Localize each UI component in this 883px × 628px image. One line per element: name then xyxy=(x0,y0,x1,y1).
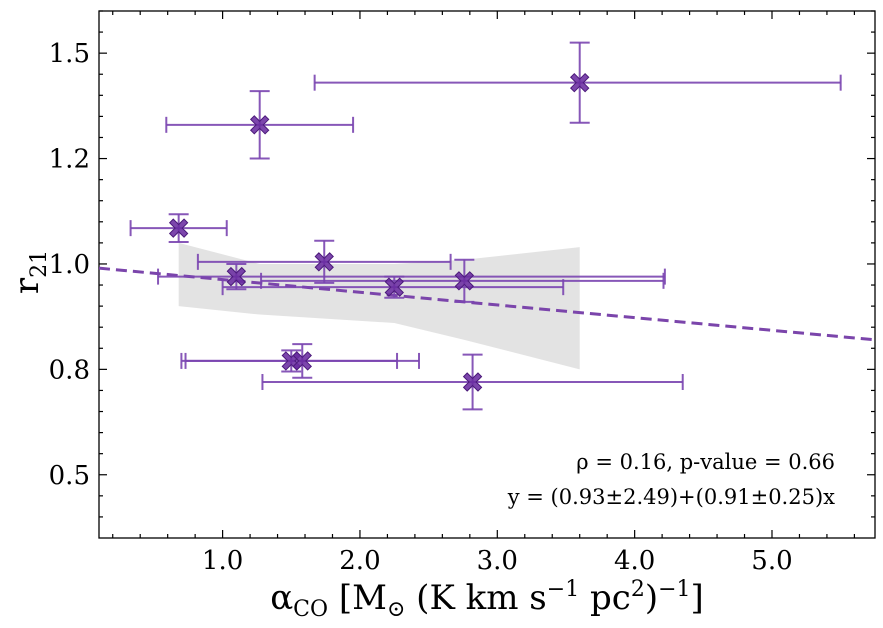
x-tick-label: 3.0 xyxy=(477,546,518,576)
annotation-correlation: ρ = 0.16, p-value = 0.66 xyxy=(576,450,835,474)
error-bar xyxy=(157,262,666,291)
y-axis-label: r21 xyxy=(7,250,52,294)
data-point-marker xyxy=(168,218,189,238)
data-point-marker xyxy=(292,351,312,371)
data-point-marker xyxy=(314,252,334,272)
x-tick-label: 2.0 xyxy=(339,546,380,576)
error-bars xyxy=(129,41,842,411)
data-markers xyxy=(168,72,590,392)
y-tick-label: 0.8 xyxy=(49,355,90,385)
data-point-marker xyxy=(249,115,270,135)
data-point-marker xyxy=(384,277,404,297)
axis-ticks xyxy=(99,10,875,538)
annotation-fit-equation: y = (0.93±2.49)+(0.91±0.25)x xyxy=(507,485,835,509)
y-tick-label: 1.0 xyxy=(49,250,90,280)
data-point-marker xyxy=(226,266,247,287)
fit-line xyxy=(98,266,876,342)
plot-frame xyxy=(98,10,876,539)
y-tick-labels: 0.5 0.8 1.0 1.2 1.5 xyxy=(49,39,90,491)
data-point-marker xyxy=(462,372,483,392)
y-tick-label: 0.5 xyxy=(49,461,90,491)
data-point-marker xyxy=(454,271,475,291)
x-axis-label: αCO [M⊙ (K km s−1 pc2)−1] xyxy=(270,577,704,622)
x-tick-label: 5.0 xyxy=(751,546,792,576)
x-tick-label: 4.0 xyxy=(614,546,655,576)
data-point-marker xyxy=(570,72,590,93)
y-tick-label: 1.5 xyxy=(49,39,90,69)
confidence-band xyxy=(178,242,580,370)
x-tick-labels: 1.0 2.0 3.0 4.0 5.0 xyxy=(202,546,793,576)
x-tick-label: 1.0 xyxy=(202,546,243,576)
y-tick-label: 1.2 xyxy=(49,145,90,175)
